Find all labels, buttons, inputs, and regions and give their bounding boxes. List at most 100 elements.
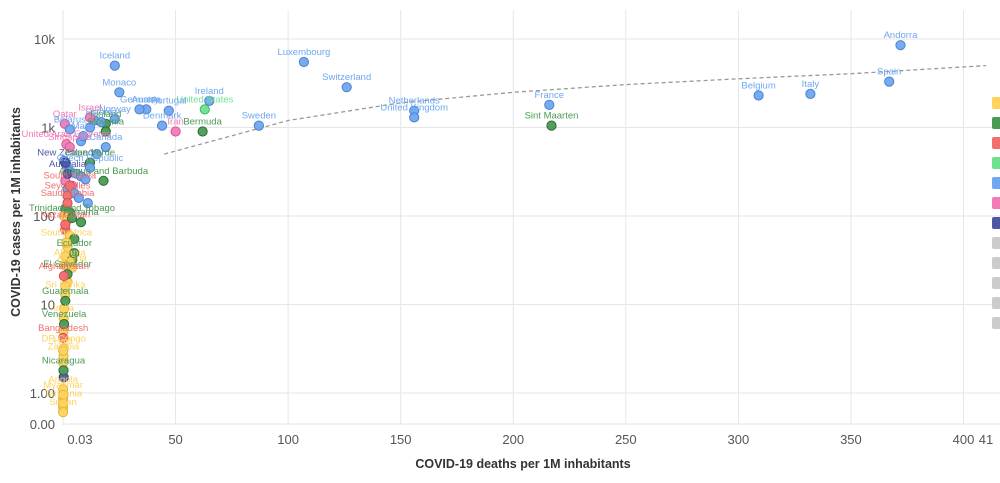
data-point [170,126,181,137]
point-label: India [53,303,74,314]
point-label: Israel [78,102,101,113]
point-label: France [535,90,565,101]
point-label: New Zealand [37,148,93,159]
data-points [58,40,906,418]
data-point [78,131,89,142]
point-label: Haiti [54,336,73,347]
y-axis-ticks: 0.00 1.00 10 100 1k 10k [30,32,56,432]
data-point [62,168,73,179]
point-label: Nicaragua [42,355,86,366]
data-point [64,124,75,135]
y-tick-label: 10 [41,298,55,313]
point-label: Portugal [151,96,186,107]
legend-swatch [992,197,1000,209]
data-point [157,120,168,131]
data-point [544,99,555,111]
point-label: United Arab Emirates [22,129,112,140]
point-label: Spain [877,67,901,78]
x-tick-label: 250 [615,432,637,447]
point-label: Slovenia [88,117,125,128]
data-point [91,149,102,160]
data-point [64,142,75,153]
legend-swatch [992,177,1000,189]
x-tick-label: 50 [168,432,182,447]
legend-swatch [992,217,1000,229]
data-point [341,82,352,93]
legend-swatch [992,137,1000,149]
data-point [58,332,69,343]
point-label: Switzerland [322,72,371,83]
point-label: Australia [49,159,87,170]
data-point [298,56,309,68]
point-label: Qatar [53,109,77,120]
point-label: Antigua and Barbuda [59,166,149,177]
point-label: Ireland [195,86,224,97]
y-axis-title: COVID-19 cases per 1M inhabitants [9,107,23,317]
point-label: Denmark [143,111,182,122]
data-point [100,126,111,137]
point-label: Belgium [741,81,775,92]
point-label: Bangladesh [38,323,88,334]
data-point [62,198,73,209]
y-tick-label: 100 [33,209,55,224]
point-label: Tanzania [44,389,83,400]
data-point [96,117,107,128]
point-label: Ecuador [57,238,92,249]
point-label: Czech Republic [57,153,124,164]
data-point [204,95,215,107]
point-label: Canada [89,132,123,143]
legend[interactable] [992,97,1000,329]
data-point [253,120,264,131]
y-tick-label: 1.00 [30,386,55,401]
data-point [80,174,91,185]
point-label: United States [176,94,233,105]
point-labels: Andorra Spain Italy Belgium France Sint Maart… [22,30,919,408]
x-tick-label: 350 [840,432,862,447]
data-point [805,88,816,100]
point-label: Iceland [99,51,130,62]
x-tick-label: 150 [390,432,412,447]
y-tick-label: 1k [41,121,55,136]
point-label: Netherlands [389,96,440,107]
x-tick-label: 100 [277,432,299,447]
point-label: Andorra [884,30,919,41]
point-label: Norway [99,104,131,115]
trend-line [164,64,987,155]
point-label: Iran [167,117,183,128]
data-point [60,157,71,168]
point-label: Singapore [48,132,91,143]
point-label: Cape Verde [65,148,115,159]
data-point [109,113,120,125]
y-tick-label: 0.00 [30,417,55,432]
point-label: Bermuda [183,117,222,128]
legend-swatch [992,257,1000,269]
legend-swatch [992,237,1000,249]
data-point [84,122,96,133]
data-point [58,270,70,282]
x-tick-label: 0.03 [67,432,92,447]
data-point [753,90,764,101]
gridlines [62,10,1000,425]
data-point [895,40,906,51]
point-label: Trinidad and Tobago [29,203,115,214]
data-point [84,112,96,123]
data-point [100,142,111,153]
point-label: Germany [120,94,159,105]
data-point [66,212,78,224]
data-point [884,76,895,87]
point-label: Guatemala [42,286,89,297]
point-label: Monaco [102,77,136,88]
data-point [58,407,69,418]
point-label: Finland [90,109,121,120]
point-label: Austria [132,94,162,105]
point-label: Panama [63,207,99,218]
data-point [61,237,72,248]
point-label: Sudan [49,397,76,408]
data-point [197,126,208,137]
point-label: Zambia [48,341,80,352]
data-point [75,217,87,228]
x-tick-label: 200 [502,432,524,447]
y-tick-label: 10k [34,32,55,47]
legend-swatch [992,277,1000,289]
legend-swatch [992,97,1000,109]
